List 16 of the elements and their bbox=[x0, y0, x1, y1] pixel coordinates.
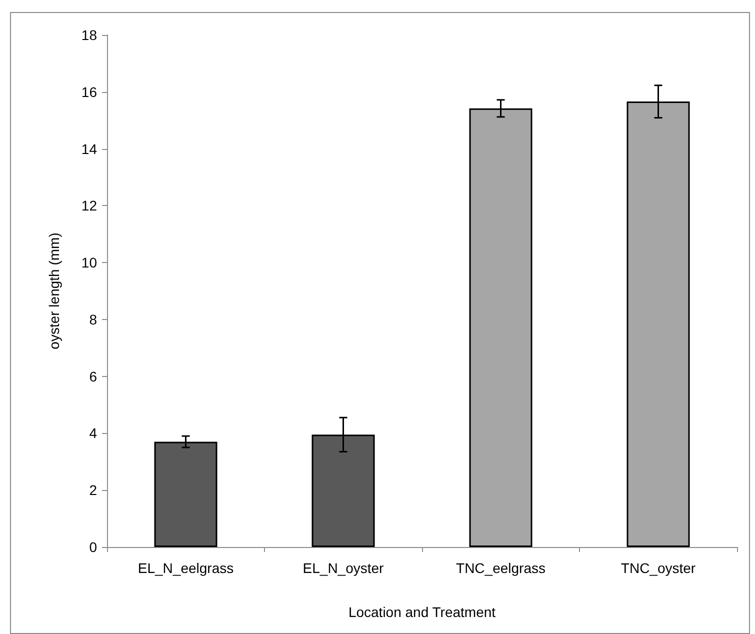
y-tick-label: 6 bbox=[89, 368, 98, 384]
y-axis-title: oyster length (mm) bbox=[46, 232, 62, 350]
y-tick-label: 12 bbox=[81, 198, 98, 214]
y-tick-label: 18 bbox=[81, 27, 98, 43]
y-tick-label: 8 bbox=[89, 311, 98, 328]
y-tick-label: 16 bbox=[81, 84, 98, 100]
y-tick-label: 10 bbox=[81, 254, 98, 271]
y-tick-label: 4 bbox=[89, 425, 98, 442]
y-tick-label: 0 bbox=[89, 539, 98, 555]
x-tick-label: TNC_eelgrass bbox=[456, 560, 546, 576]
x-tick-label: EL_N_eelgrass bbox=[138, 560, 234, 576]
y-tick-label: 14 bbox=[81, 140, 98, 157]
x-tick-label: TNC_oyster bbox=[620, 560, 696, 576]
x-axis-title: Location and Treatment bbox=[348, 604, 496, 620]
x-tick-label: EL_N_oyster bbox=[302, 560, 384, 576]
y-tick-label: 2 bbox=[89, 482, 98, 498]
